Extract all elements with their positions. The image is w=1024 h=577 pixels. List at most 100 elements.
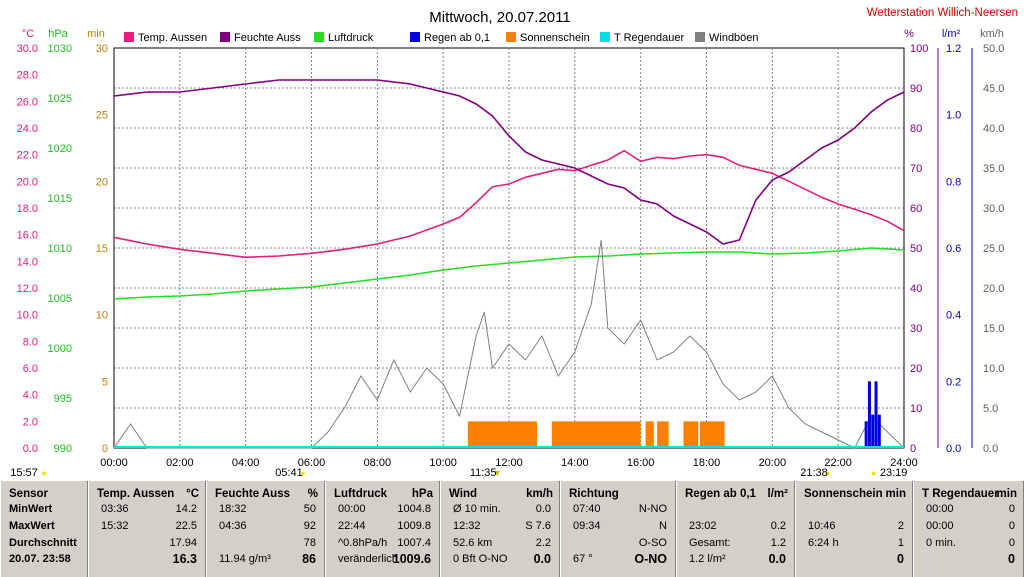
x-tick-label: 12:00 [495,457,523,469]
y-tick-wind_kmh: 50.0 [983,43,1004,55]
y-axes: 0.0 2.0 4.0 6.0 8.0 10.0 12.0 14.0 16.0 18.0 20.0 2… [17,43,1005,455]
y-tick-temp_c: 8.0 [23,336,38,348]
x-axis: 00:00 02:00 04:00 06:00 08:00 10:00 12:00 14:00… [100,457,918,469]
y-tick-pressure_hpa: 1025 [48,93,72,105]
y-tick-humidity_pct: 90 [910,83,922,95]
y-tick-pressure_hpa: 995 [54,393,72,405]
y-tick-temp_c: 28.0 [17,70,38,82]
table-cell-value: 22.5 [175,520,197,532]
table-column: Luftdruck hPa 00:00 1004.8 22:44 1009.8 ^0.8hP… [325,481,440,577]
y-tick-rain_lm2: 0.4 [946,310,961,322]
y-tick-humidity_pct: 70 [910,163,922,175]
y-tick-temp_c: 20.0 [17,176,38,188]
y-tick-temp_c: 6.0 [23,363,38,375]
sunshine-bar [657,421,669,448]
y-tick-minutes: 10 [96,310,108,322]
table-column-title: Luftdruck [334,488,388,500]
rain-bar [871,414,875,448]
table-cell-label: Ø 10 min. [453,503,501,515]
y-tick-temp_c: 26.0 [17,96,38,108]
y-tick-pressure_hpa: 1030 [48,43,72,55]
y-tick-wind_kmh: 0.0 [983,443,998,455]
y-tick-temp_c: 10.0 [17,310,38,322]
x-tick-label: 02:00 [166,457,194,469]
y-tick-humidity_pct: 80 [910,123,922,135]
table-column-title: Sensor [9,488,48,500]
table-cell-label: 00:00 [338,503,366,515]
x-tick-label: 04:00 [232,457,260,469]
table-cell-value: 2 [897,520,904,532]
axis-units: °C hPa min % l/m² km/h [22,28,1004,40]
marker-time-label: 11:35 [470,467,497,479]
sunrise-icon: ● [300,468,305,478]
table-cell-label: Durchschnitt [9,537,77,549]
table-column: Richtung 07:40 N-NO 09:34 N O-SO 67 ° O-NO [560,481,676,577]
table-cell-value: 0 [1008,520,1015,532]
y-tick-wind_kmh: 15.0 [983,323,1004,335]
sunshine-bar [467,421,537,448]
legend-label: T Regendauer [614,32,684,44]
table-cell-value: N [659,520,667,532]
marker-time-label: 15:57 [10,467,38,479]
table-cell-label: 11.94 g/m³ [219,553,271,565]
y-tick-rain_lm2: 0.8 [946,176,961,188]
y-tick-temp_c: 18.0 [17,203,38,215]
table-cell-label: 67 ° [573,553,593,565]
table-cell-value: 16.3 [172,552,197,566]
table-cell-label: 15:32 [101,520,129,532]
x-tick-label: 10:00 [429,457,457,469]
table-cell-value: O-NO [634,552,667,566]
statistics-table: Sensor MinWert MaxWert Durchschnitt 20.07. 2… [0,481,1024,577]
y-tick-rain_lm2: 0.2 [946,376,961,388]
y-tick-humidity_pct: 20 [910,363,922,375]
legend-swatch [220,32,230,42]
y-tick-rain_lm2: 1.2 [946,43,961,55]
marker-time-label: 21:38 [800,467,828,479]
sunset-icon: ● [825,468,830,478]
weather-chart: Wetterstation Willich-Neersen Mittwoch, … [10,7,1018,479]
table-cell-label: 03:36 [101,503,129,515]
table-cell-label: 18:32 [219,503,247,515]
legend-swatch [506,32,516,42]
unit-rain: l/m² [942,28,961,40]
unit-minutes: min [87,28,105,40]
x-tick-label: 20:00 [759,457,787,469]
y-tick-pressure_hpa: 990 [54,443,72,455]
table-cell-label: veränderlich [338,553,398,565]
legend-label: Luftdruck [328,32,374,44]
y-tick-minutes: 20 [96,176,108,188]
table-cell-label: MinWert [9,503,53,515]
table-column-title: Sonnenschein [804,488,883,500]
table-cell-value: 1 [897,537,904,549]
y-tick-pressure_hpa: 1010 [48,243,72,255]
table-cell-label: MaxWert [9,520,55,532]
legend: Temp. Aussen Feuchte Auss Luftdruck Regen a… [124,32,759,44]
table-cell-label: 09:34 [573,520,601,532]
table-cell-value: 0 [1008,503,1015,515]
rain-bar [864,421,868,448]
table-cell-value: 14.2 [175,503,197,515]
table-cell-value: 0 [1008,537,1015,549]
table-column-title: Wind [449,488,477,500]
legend-swatch [695,32,705,42]
legend-label: Feuchte Auss [234,32,301,44]
table-column: Feuchte Auss% 18:32 50 04:36 92 78 11.94 g/m³ 8… [206,481,325,577]
table-cell-value: 0 [897,552,904,566]
y-tick-humidity_pct: 0 [910,443,916,455]
table-column-title: Temp. Aussen [97,488,175,500]
unit-wind: km/h [980,28,1004,40]
humidity-line [113,79,905,245]
y-tick-minutes: 5 [102,376,108,388]
table-cell-label: 07:40 [573,503,601,515]
y-tick-wind_kmh: 20.0 [983,283,1004,295]
table-cell-label: 0 Bft O-NO [453,553,508,565]
table-column: Sonnenschein min 10:46 2 6:24 h 1 0 [795,481,913,577]
legend-label: Temp. Aussen [138,32,207,44]
x-tick-label: 00:00 [100,457,128,469]
table-column-title: T Regendauer [922,488,999,500]
table-cell-label: 10:46 [808,520,836,532]
sunshine-bar [683,421,699,448]
table-column-unit: min [996,488,1017,500]
table-cell-label: ^0.8hPa/h [338,537,388,549]
table-column: Wind km/h Ø 10 min. 0.0 12:32 S 7.6 52.6 km 2.2… [440,481,560,577]
